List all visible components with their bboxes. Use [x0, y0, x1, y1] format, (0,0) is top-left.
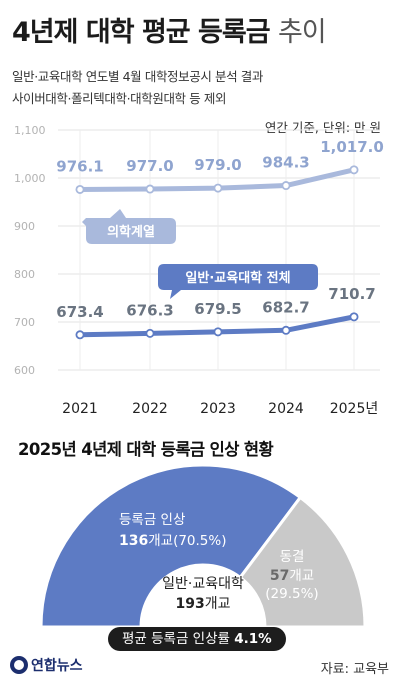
x-tick-label: 2025년: [330, 401, 379, 417]
series-tag-medical-label: 의학계열: [107, 224, 155, 240]
center-total-count: 193개교: [176, 596, 231, 612]
data-point: [75, 184, 85, 194]
data-point: [145, 184, 155, 194]
series-tag-medical: [82, 209, 176, 244]
data-point: [281, 325, 291, 335]
logo-text: 연합뉴스: [31, 658, 83, 674]
series-tag-total-label: 일반·교육대학 전체: [185, 270, 290, 286]
average-rate-badge: 평균 등록금 인상률 4.1%: [108, 627, 286, 651]
data-label: 984.3: [262, 154, 309, 172]
line-chart: 1,100 1,000 900 800 700 600 2021 2022 2023 2024 20…: [14, 124, 384, 417]
x-tick-label: 2021: [62, 401, 98, 417]
source-label: 자료: 교육부: [320, 662, 389, 677]
data-label: 977.0: [126, 157, 173, 175]
data-label: 679.5: [194, 300, 241, 318]
data-label: 1,017.0: [320, 138, 384, 156]
y-tick-label: 1,100: [14, 124, 46, 137]
data-point: [145, 328, 155, 338]
pie-title: 2025년 4년제 대학 등록금 인상 현황: [18, 440, 274, 459]
data-point: [349, 165, 359, 175]
data-point: [281, 181, 291, 191]
slice-frozen-pct: (29.5%): [265, 586, 318, 602]
data-point: [213, 327, 223, 337]
page-title: 4년제 대학 평균 등록금 추이: [12, 10, 327, 49]
x-tick-label: 2024: [268, 401, 304, 417]
slice-raised: [39, 463, 303, 629]
x-tick-label: 2023: [200, 401, 236, 417]
title-light: 추이: [277, 17, 327, 48]
y-tick-label: 800: [14, 268, 35, 281]
data-point: [349, 312, 359, 322]
data-label: 976.1: [56, 157, 103, 175]
y-tick-label: 900: [14, 220, 35, 233]
data-label: 673.4: [56, 303, 103, 321]
slice-frozen-name: 동결: [280, 549, 305, 565]
data-label: 682.7: [262, 298, 309, 316]
data-label: 979.0: [194, 156, 241, 174]
unit-label: 연간 기준, 단위: 만 원: [264, 120, 381, 135]
yonhap-logo: 연합뉴스: [10, 655, 83, 675]
rate-label: 평균 등록금 인상률: [122, 631, 230, 647]
subtitle-line1: 일반·교육대학 연도별 4월 대학정보공시 분석 결과: [12, 69, 263, 84]
slice-raised-name: 등록금 인상: [119, 512, 185, 528]
rate-value: 4.1%: [234, 631, 272, 647]
x-tick-label: 2022: [132, 401, 168, 417]
slice-frozen-count: 57개교: [270, 568, 314, 584]
y-tick-label: 600: [14, 364, 35, 377]
y-tick-label: 700: [14, 316, 35, 329]
y-tick-label: 1,000: [14, 172, 46, 185]
data-point: [75, 330, 85, 340]
logo-mark-icon: [10, 656, 28, 674]
data-point: [213, 183, 223, 193]
series-tag-total: [158, 264, 318, 299]
data-label: 676.3: [126, 301, 173, 319]
title-bold: 4년제 대학 평균 등록금: [12, 17, 271, 48]
subtitle-line2: 사이버대학·폴리텍대학·대학원대학 등 제외: [12, 91, 227, 106]
center-total-label: 일반·교육대학: [162, 576, 244, 592]
slice-frozen: [238, 495, 367, 629]
slice-raised-count: 136개교(70.5%): [119, 533, 227, 549]
data-label: 710.7: [328, 285, 375, 303]
